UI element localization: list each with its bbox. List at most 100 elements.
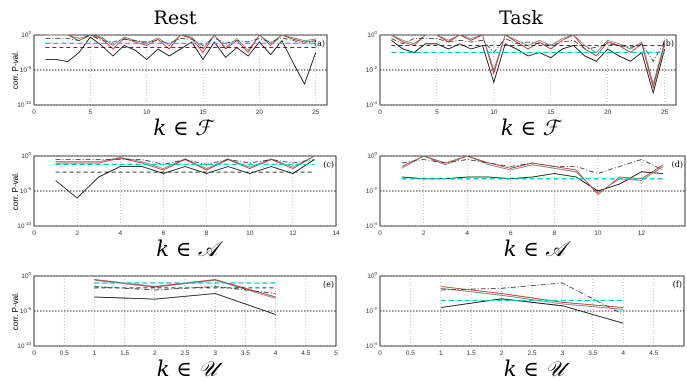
panel-3: 0 2 4 6 8 10 12 14 10-10 10-5 100 (c) corr. P-val. k …	[11, 151, 340, 261]
series-line-solid-black	[94, 293, 276, 315]
x-tick-label: 10	[594, 230, 602, 237]
x-tick-label: 1	[439, 350, 443, 357]
x-tick-label: 6	[509, 230, 513, 237]
x-tick-label: 5	[435, 109, 439, 116]
y-tick-label: 10-2	[366, 186, 378, 195]
x-tick-label: 2	[153, 350, 157, 357]
y-tick-label: 100	[367, 151, 377, 160]
x-tick-label: 4.5	[649, 350, 658, 357]
x-axis-label: k ∈ ℱ	[501, 116, 563, 140]
y-tick-label: 100	[21, 30, 31, 39]
series-line-solid-red	[440, 286, 624, 308]
y-axis-label: corr. P-val.	[11, 172, 20, 210]
series-line-dashdot	[391, 38, 665, 63]
x-axis-label: k ∈ 𝒰	[157, 357, 224, 381]
x-tick-label: 4	[274, 350, 278, 357]
column-title-task: Task	[499, 7, 543, 29]
y-tick-label: 10-5	[20, 306, 32, 315]
x-tick-label: 1.5	[120, 350, 129, 357]
x-tick-label: 6	[162, 230, 166, 237]
y-tick-label: 10-5	[20, 65, 32, 74]
series-line-dashdot	[45, 34, 316, 46]
x-tick-label: 3.5	[241, 350, 250, 357]
series-line-solid-black	[440, 298, 624, 324]
x-tick-label: 1.5	[467, 350, 476, 357]
x-axis-label: k ∈ 𝒜	[504, 237, 572, 261]
x-tick-label: 0	[378, 350, 382, 357]
x-tick-label: 20	[604, 109, 612, 116]
series-line-solid-black	[45, 36, 317, 85]
x-tick-label: 5	[89, 109, 93, 116]
y-tick-label: 100	[21, 271, 31, 280]
y-tick-label: 10-2	[366, 65, 378, 74]
x-axis-label: k ∈ 𝒜	[156, 237, 224, 261]
x-axis-label: k ∈ 𝒰	[504, 357, 571, 381]
x-tick-label: 12	[289, 230, 297, 237]
x-tick-label: 0	[32, 109, 36, 116]
panel-label: (b)	[663, 39, 674, 48]
y-tick-label: 10-2	[366, 306, 378, 315]
x-axis-label: k ∈ ℱ	[153, 116, 215, 140]
series-line-solid-black	[55, 159, 315, 199]
x-tick-label: 15	[199, 109, 207, 116]
y-tick-label: 100	[367, 30, 377, 39]
y-tick-label: 10-10	[17, 341, 31, 350]
x-tick-label: 2	[422, 230, 426, 237]
series-line-solid-gray	[55, 155, 315, 170]
series-line-solid-gray	[440, 287, 624, 310]
x-tick-label: 0.5	[406, 350, 415, 357]
x-tick-label: 4	[621, 350, 625, 357]
series-line-dashdot	[401, 159, 664, 174]
y-tick-label: 100	[21, 151, 31, 160]
y-tick-label: 10-10	[17, 100, 31, 109]
series-line-solid-black	[391, 39, 665, 95]
x-tick-label: 3.5	[588, 350, 597, 357]
x-tick-label: 4	[465, 230, 469, 237]
x-tick-label: 2	[500, 350, 504, 357]
x-tick-label: 0	[378, 230, 382, 237]
x-tick-label: 12	[638, 230, 646, 237]
x-tick-label: 25	[661, 109, 669, 116]
series-line-dashdot	[55, 159, 315, 165]
x-tick-label: 0	[378, 109, 382, 116]
x-tick-label: 2.5	[527, 350, 536, 357]
y-tick-label: 100	[367, 271, 377, 280]
x-tick-label: 4.5	[301, 350, 310, 357]
y-axis-label: corr. P-val.	[11, 292, 20, 330]
panel-label: (a)	[314, 39, 325, 48]
series-line-solid-gray	[94, 279, 276, 299]
panel-5: 0 0.5 1 1.5 2 2.5 3 3.5 4 4.5 5 10-10 10-5 100 (e) corr…	[11, 271, 338, 381]
column-title-rest: Rest	[154, 7, 197, 29]
x-tick-label: 2.5	[180, 350, 189, 357]
panel-4: 0 2 4 6 8 10 12 10-4 10-2 100 (d) k ∈ 𝒜	[366, 151, 686, 261]
x-tick-label: 0	[32, 350, 36, 357]
panel-label: (d)	[672, 160, 683, 169]
x-tick-label: 25	[312, 109, 320, 116]
x-tick-label: 10	[490, 109, 498, 116]
x-tick-label: 5	[334, 350, 338, 357]
x-tick-label: 10	[246, 230, 254, 237]
y-tick-label: 10-4	[366, 100, 378, 109]
x-tick-label: 3	[561, 350, 565, 357]
x-tick-label: 0	[32, 230, 36, 237]
y-tick-label: 10-5	[20, 186, 32, 195]
panel-1: 0 5 10 15 20 25 10-10 10-5 100 (a) corr. P-val. k ∈…	[11, 30, 328, 140]
y-tick-label: 10-4	[366, 341, 378, 350]
x-tick-label: 3	[213, 350, 217, 357]
x-tick-label: 1	[93, 350, 97, 357]
x-tick-label: 8	[552, 230, 556, 237]
panel-label: (f)	[673, 280, 682, 289]
x-tick-label: 15	[547, 109, 555, 116]
y-tick-label: 10-10	[17, 221, 31, 230]
panel-2: 0 5 10 15 20 25 10-4 10-2 100 (b) k ∈ ℱ	[366, 30, 677, 140]
x-tick-label: 20	[256, 109, 264, 116]
x-tick-label: 14	[332, 230, 340, 237]
x-tick-label: 10	[143, 109, 151, 116]
panel-label: (e)	[323, 280, 334, 289]
x-tick-label: 8	[205, 230, 209, 237]
x-tick-label: 0.5	[60, 350, 69, 357]
y-tick-label: 10-4	[366, 221, 378, 230]
x-tick-label: 2	[75, 230, 79, 237]
series-line-dashdot	[440, 282, 624, 315]
panel-label: (c)	[323, 160, 334, 169]
